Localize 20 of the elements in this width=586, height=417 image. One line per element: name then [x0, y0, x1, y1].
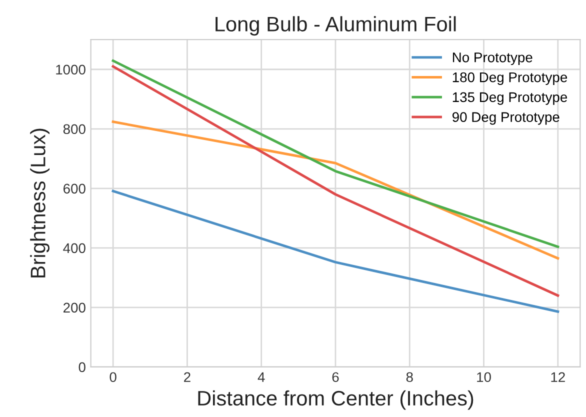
y-tick-label: 600: [64, 184, 86, 194]
x-tick-label: 12: [551, 372, 565, 382]
x-tick-label: 8: [406, 372, 413, 382]
y-tick-label: 1000: [56, 64, 86, 75]
y-tick-label: 0: [78, 362, 86, 372]
y-axis-title: Brightness (Lux): [30, 128, 50, 278]
x-tick-label: 10: [477, 372, 491, 382]
x-tick-label: 2: [184, 372, 190, 382]
legend-label: No Prototype: [452, 52, 532, 66]
y-tick-label: 200: [63, 302, 86, 313]
y-tick-label: 400: [63, 243, 86, 254]
legend-label: 90 Deg Prototype: [452, 112, 560, 125]
x-tick-label: 4: [258, 372, 265, 382]
y-tick-label: 800: [63, 124, 86, 134]
x-axis-title: Distance from Center (Inches): [198, 390, 474, 410]
chart-title: Long Bulb - Aluminum Foil: [216, 16, 456, 36]
legend-label: 180 Deg Prototype: [452, 72, 568, 85]
legend-label: 135 Deg Prototype: [452, 92, 568, 105]
x-tick-label: 0: [110, 372, 116, 382]
x-tick-label: 6: [332, 372, 339, 382]
